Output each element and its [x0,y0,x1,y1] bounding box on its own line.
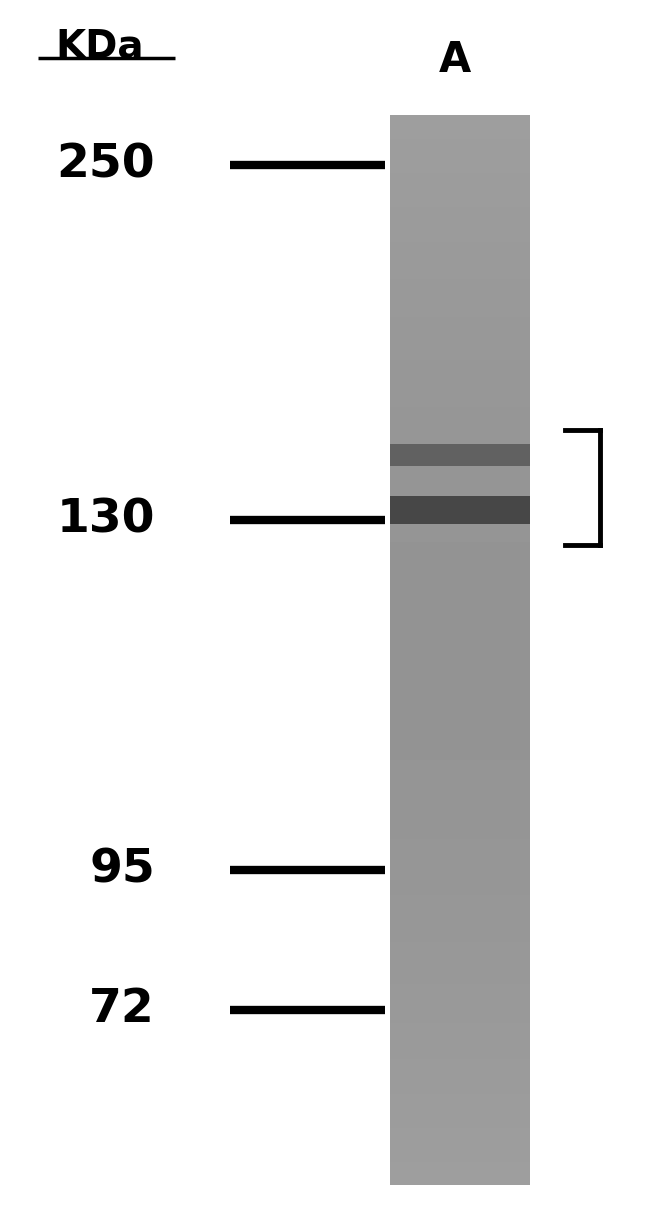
Text: 72: 72 [89,988,155,1033]
Text: A: A [439,39,471,81]
Text: 95: 95 [89,848,155,893]
Text: KDa: KDa [56,28,144,66]
Text: 250: 250 [57,142,155,187]
Text: 130: 130 [57,497,155,543]
